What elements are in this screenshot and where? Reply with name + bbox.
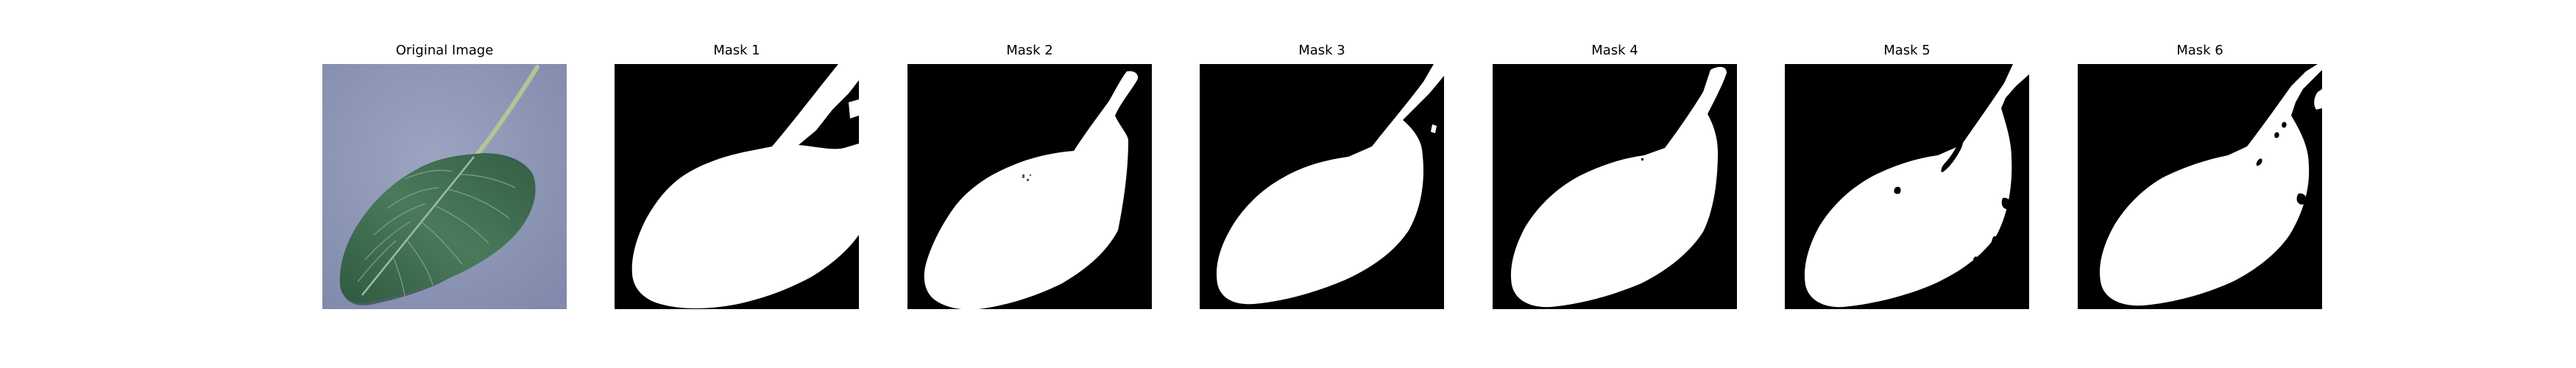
panel-title: Original Image (395, 43, 494, 58)
mask-holes (1022, 174, 1031, 181)
mask-image (1785, 64, 2029, 309)
mask-region (631, 64, 859, 308)
mask-region (924, 71, 1138, 309)
panel-mask-5: Mask 5 (1785, 41, 2029, 309)
leaf-midrib (361, 156, 475, 296)
panel-original-image: Original Image (322, 41, 567, 309)
mask-edge-notches (2251, 193, 2308, 283)
mask-region (1216, 64, 1444, 305)
mask-holes (2256, 121, 2287, 166)
mask-region (1510, 66, 1727, 308)
mask-image (2078, 64, 2322, 309)
leaf-stem (472, 65, 539, 160)
mask-image (615, 64, 859, 309)
panel-title: Mask 1 (713, 43, 760, 58)
mask-image (1493, 64, 1737, 309)
mask-edge-notches (1972, 197, 2012, 265)
panel-title: Mask 4 (1591, 43, 1638, 58)
mask-region (1804, 64, 2029, 308)
panel-mask-6: Mask 6 (2078, 41, 2322, 309)
mask-region (2099, 64, 2322, 306)
mask-image (907, 64, 1152, 309)
panel-mask-3: Mask 3 (1200, 41, 1444, 309)
panel-mask-2: Mask 2 (907, 41, 1152, 309)
panel-mask-1: Mask 1 (615, 41, 859, 309)
panel-title: Mask 3 (1298, 43, 1345, 58)
leaf-veins (357, 169, 516, 297)
panel-title: Mask 6 (2176, 43, 2223, 58)
panel-title: Mask 2 (1006, 43, 1053, 58)
mask-image (1200, 64, 1444, 309)
panel-title: Mask 5 (1883, 43, 1931, 58)
leaf-photo (322, 64, 567, 309)
mask-holes (1894, 138, 1964, 194)
panel-mask-4: Mask 4 (1493, 41, 1737, 309)
leaf-blade (339, 153, 536, 303)
